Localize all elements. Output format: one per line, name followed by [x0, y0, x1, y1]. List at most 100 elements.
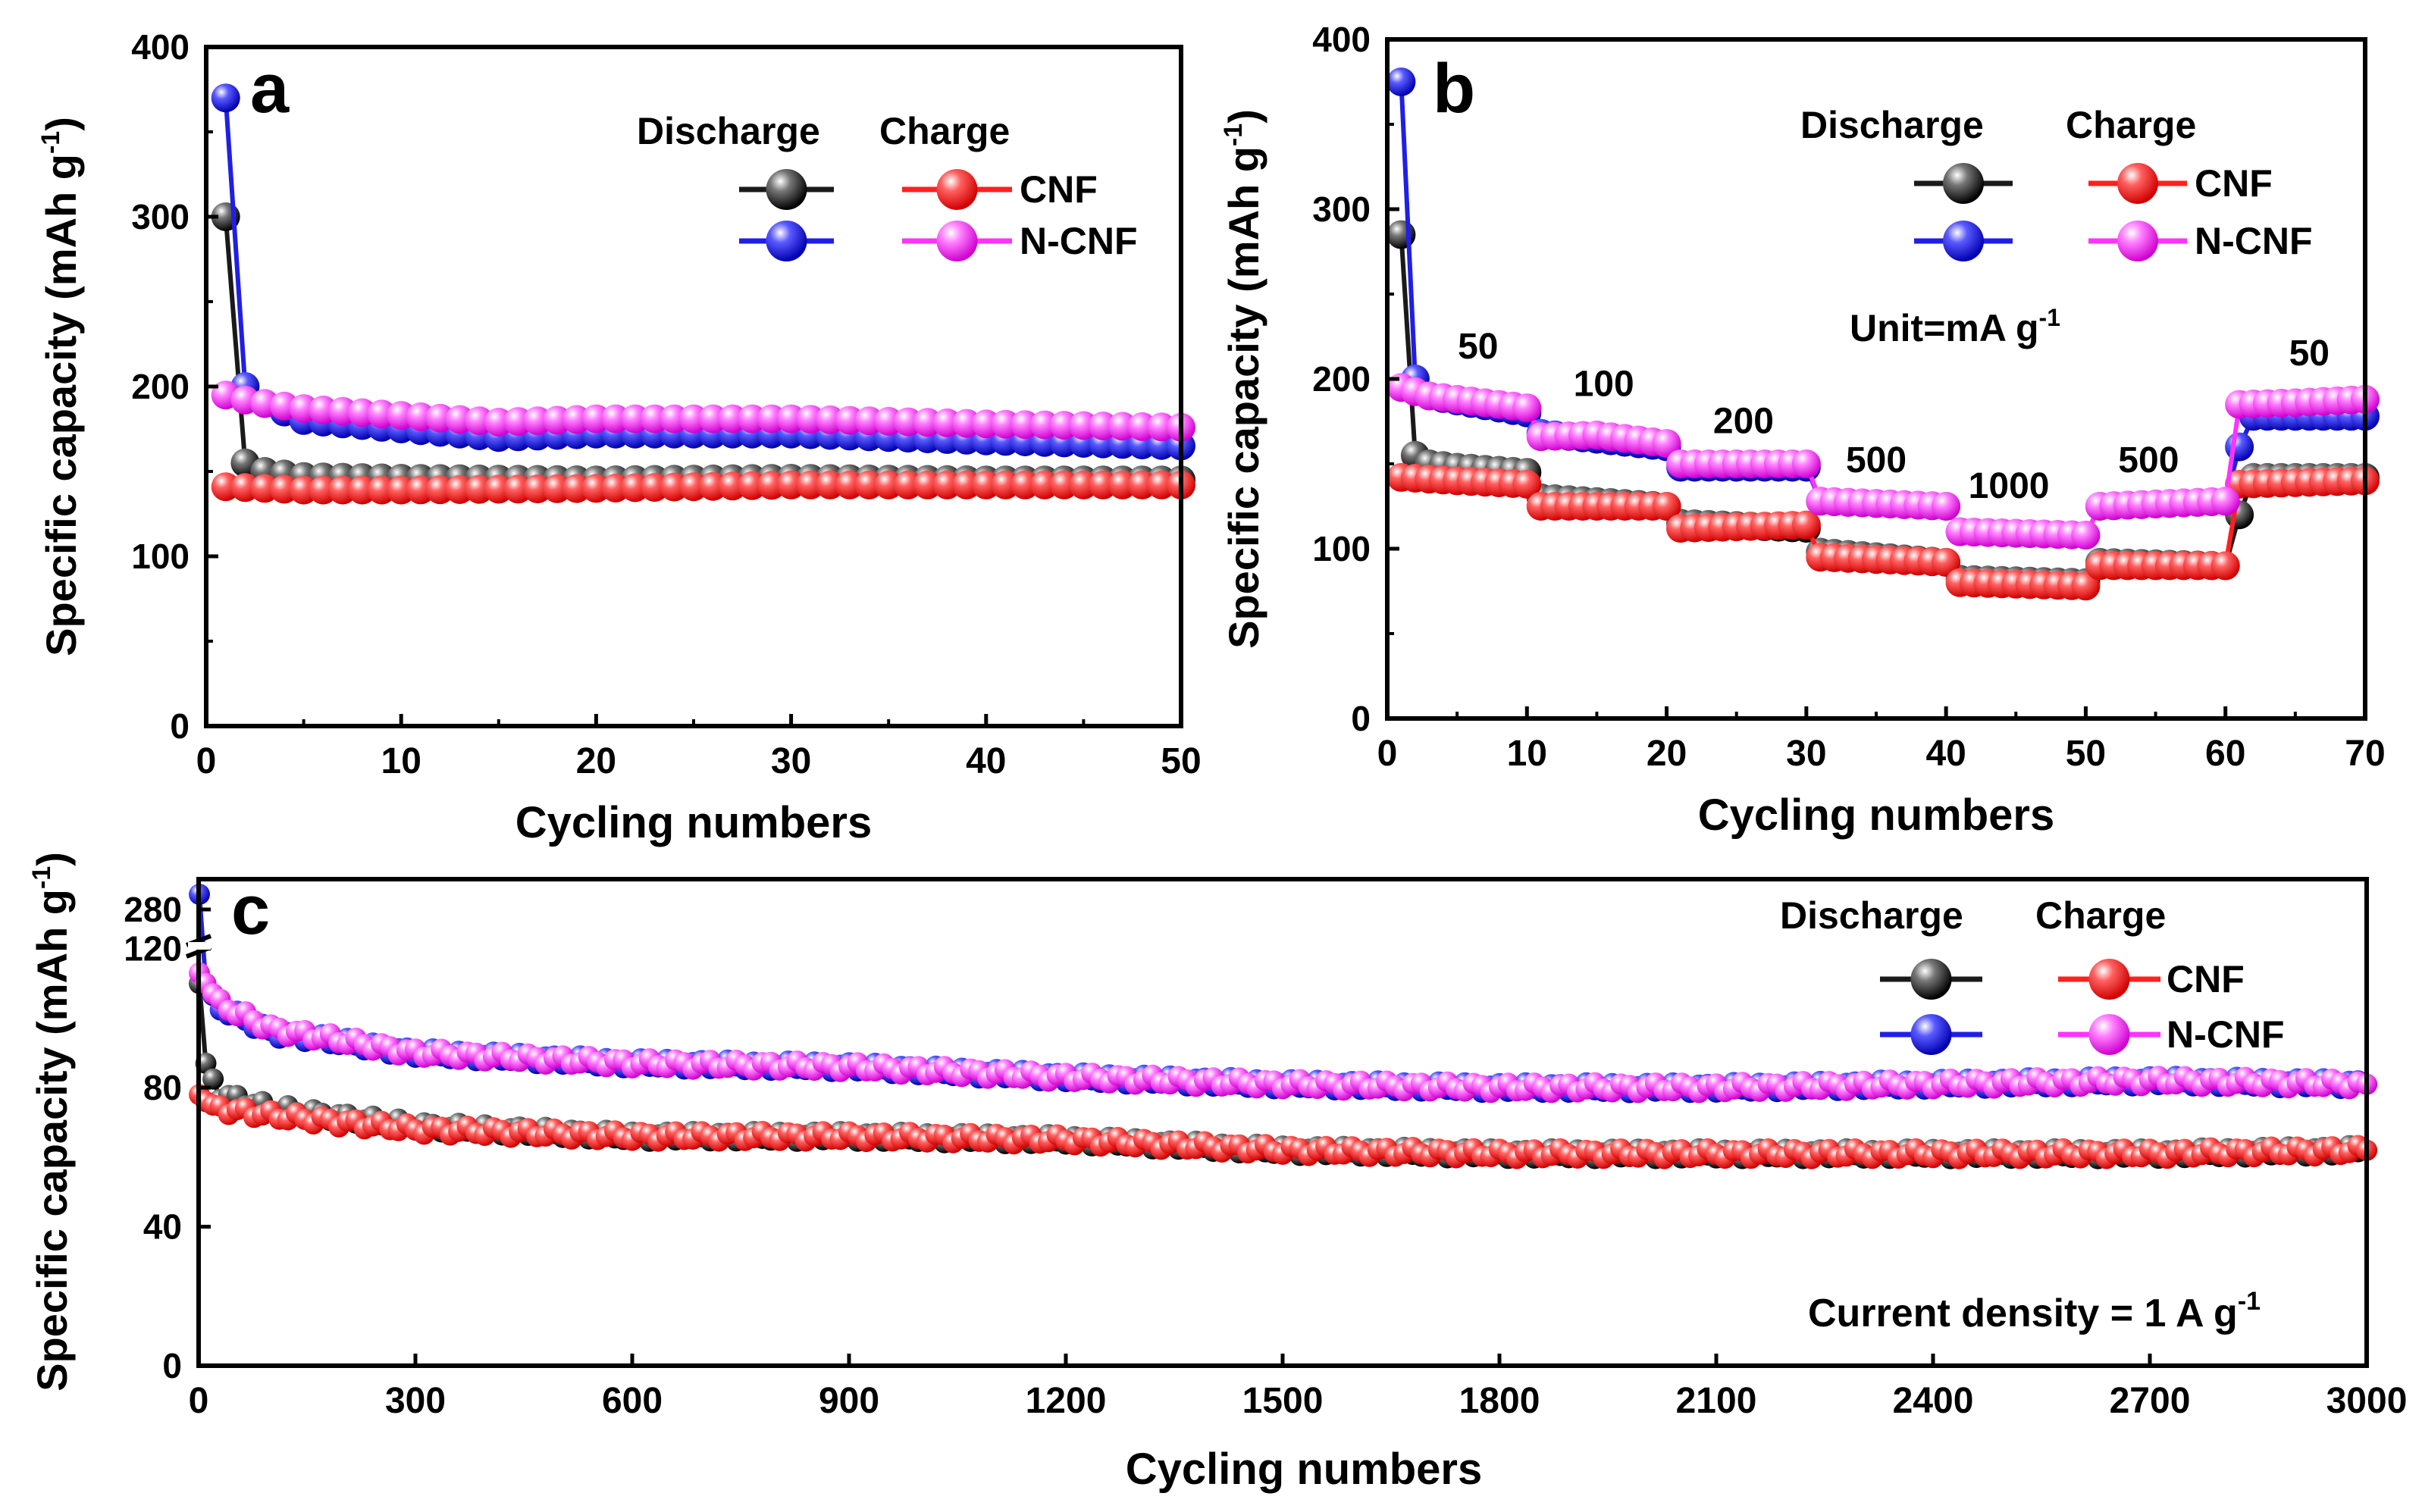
panel-b-rate-label: 200: [1713, 402, 1774, 442]
panel-a-ytick-label: 200: [131, 367, 190, 406]
panel-a-xtick-label: 30: [771, 741, 811, 781]
panel-b-rate-label: 50: [1458, 327, 1498, 367]
panel-a-xtick-label: 0: [196, 741, 217, 781]
panel-b-rate-label: 500: [2118, 440, 2179, 481]
panel-a-ylabel-text: Specific capacity (mAh g: [37, 154, 85, 656]
panel-a-ylabel-sup: -1: [36, 131, 65, 154]
panel-b-ytick-label: 100: [1312, 529, 1371, 568]
panel-b-rate-label: 100: [1574, 364, 1634, 404]
panel-b-xlabel: Cycling numbers: [1698, 790, 2055, 840]
panel-b-label: b: [1433, 50, 1475, 127]
panel-b: 0 10 20 30 40 50 60 70 0 100 200 300 400 b Discharge…: [1219, 20, 2386, 840]
panel-c-legend-marker-ncnf_charge: [2088, 1014, 2130, 1055]
panel-b-rate-label: 50: [2289, 333, 2330, 374]
panel-c-xtick-label: 900: [819, 1381, 879, 1421]
panel-b-legend-label-cnf: CNF: [2195, 162, 2273, 205]
panel-c-xtick-label: 1500: [1242, 1381, 1324, 1421]
panel-b-ytick-label: 200: [1312, 359, 1371, 399]
panel-c-ytick-label: 120: [124, 929, 182, 969]
panel-a-legend-label-cnf: CNF: [1020, 168, 1098, 211]
panel-c-ylabel-sup: -1: [27, 866, 56, 889]
panel-c-xtick-label: 300: [385, 1381, 446, 1421]
panel-c-label: c: [231, 872, 270, 949]
panel-b-xtick-label: 60: [2205, 734, 2245, 774]
panel-c-legend-label-ncnf: N-CNF: [2167, 1013, 2285, 1056]
panel-c-xlabel: Cycling numbers: [1126, 1445, 1483, 1494]
panel-b-point-cnf-charge: [1652, 492, 1681, 521]
panel-b-point-cnf-charge: [2211, 551, 2240, 581]
panel-b-legend-marker-cnf_discharge: [1943, 163, 1984, 204]
panel-b-xtick-label: 10: [1507, 734, 1547, 774]
panel-c-legend-marker-cnf_charge: [2088, 959, 2130, 1000]
panel-a-xtick-label: 40: [966, 741, 1006, 781]
panel-b-point-cnf-charge: [1512, 469, 1542, 499]
panel-c-xtick-label: 600: [602, 1381, 663, 1421]
panel-b-xtick-label: 40: [1925, 734, 1966, 774]
panel-c: 0 300 600 900 1200 1500 1800 2100 2400 2700 3000 0 4…: [27, 852, 2407, 1494]
panel-b-ylabel-text: Specific capacity (mAh g: [1220, 146, 1267, 649]
panel-b-point-ncnf-charge: [1652, 429, 1681, 459]
panel-a-xlabel: Cycling numbers: [515, 798, 873, 847]
panel-c-legend-marker-cnf_discharge: [1910, 959, 1952, 1000]
panel-b-xtick-label: 20: [1647, 734, 1687, 774]
panel-c-ytick-label: 80: [143, 1068, 182, 1107]
panel-b-unit-sup: -1: [2039, 304, 2060, 331]
panel-b-unit-text: Unit=mA g: [1850, 307, 2039, 349]
panel-b-ylabel: Specific capacity (mAh g-1): [1219, 109, 1267, 649]
panel-b-xtick-label: 0: [1377, 734, 1398, 774]
panel-c-xtick-label: 0: [189, 1381, 209, 1421]
panel-b-point-cnf-discharge: [1386, 220, 1416, 249]
panel-a-legend-discharge: Discharge: [637, 110, 820, 152]
panel-b-point-cnf-charge: [2071, 571, 2101, 601]
panel-b-legend-marker-ncnf_charge: [2117, 221, 2158, 261]
panel-a-xtick-label: 50: [1161, 741, 1201, 781]
panel-a-point-ncnf-discharge: [211, 83, 240, 113]
panel-b-unit-note: Unit=mA g-1: [1850, 304, 2060, 349]
panel-b-point-cnf-charge: [1791, 510, 1821, 540]
svg-text:Specific capacity (mAh g-1): Specific capacity (mAh g-1): [27, 852, 76, 1391]
svg-text:Specific capacity (mAh g-1): Specific capacity (mAh g-1): [36, 117, 85, 656]
panel-b-point-ncnf-charge: [1932, 492, 1961, 521]
panel-c-xtick-label: 1200: [1026, 1381, 1107, 1421]
panel-c-xtick-label: 2700: [2110, 1381, 2191, 1421]
panel-a-legend-label-ncnf: N-CNF: [1020, 220, 1138, 262]
panel-b-legend: Discharge Charge CNF N-CNF: [1800, 104, 2313, 262]
panel-c-point-cnf-discharge: [202, 1068, 224, 1090]
panel-b-line-cnf-discharge: [1399, 234, 2365, 585]
panel-c-legend-label-cnf: CNF: [2167, 958, 2245, 1000]
panel-c-current-text: Current density = 1 A g: [1808, 1291, 2238, 1335]
panel-c-series: [189, 884, 2377, 1169]
panel-b-ticks: 0 10 20 30 40 50 60 70 0 100 200 300 400: [1312, 20, 2385, 774]
panel-b-point-ncnf-charge: [1512, 393, 1542, 423]
panel-c-ylabel: Specific capacity (mAh g-1): [27, 852, 76, 1391]
panel-b-rate-label: 500: [1846, 440, 1907, 481]
panel-b-ytick-label: 300: [1312, 189, 1371, 229]
panel-a-xtick-label: 10: [381, 741, 421, 781]
panel-a: 0 10 20 30 40 50 0 100 200 300 400 a Discharge Char…: [36, 27, 1202, 847]
svg-text:Specific capacity (mAh g-1): Specific capacity (mAh g-1): [1219, 109, 1267, 649]
panel-c-legend-discharge: Discharge: [1780, 894, 1963, 937]
panel-c-ylabel-text: Specific capacity (mAh g: [28, 889, 76, 1391]
panel-c-ytick-label: 0: [162, 1346, 182, 1385]
panel-a-ticks: 0 10 20 30 40 50 0 100 200 300 400: [131, 27, 1201, 781]
panel-a-legend-marker-ncnf_charge: [936, 221, 978, 261]
panel-a-legend-marker-cnf_discharge: [766, 169, 807, 210]
panel-a-legend-charge: Charge: [879, 110, 1010, 152]
panel-b-series: [1386, 67, 2380, 601]
panel-c-legend-marker-ncnf_discharge: [1910, 1014, 1952, 1055]
panel-a-xtick-label: 20: [576, 741, 616, 781]
panel-b-rate-label: 1000: [1969, 466, 2050, 506]
panel-a-ytick-label: 400: [131, 27, 190, 67]
panel-b-legend-charge: Charge: [2066, 104, 2196, 146]
panel-a-ytick-label: 0: [170, 706, 190, 746]
panel-b-xtick-label: 50: [2066, 734, 2106, 774]
panel-c-ytick-label: 40: [143, 1207, 182, 1247]
panel-c-xtick-label: 2100: [1676, 1381, 1757, 1421]
panel-b-ylabel-sup: -1: [1219, 124, 1248, 146]
panel-b-xtick-label: 30: [1786, 734, 1826, 774]
panel-b-point-ncnf-charge: [1791, 449, 1821, 478]
panel-b-point-ncnf-discharge: [1386, 67, 1416, 96]
panel-a-ytick-label: 100: [131, 537, 190, 576]
